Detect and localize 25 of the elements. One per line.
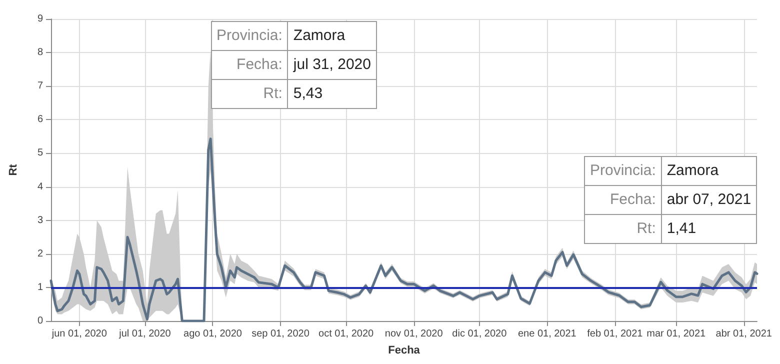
- y-tick-label: 9: [37, 14, 44, 24]
- annotation: Provincia: Zamora Fecha: abr 07, 2021 Rt: 1,41: [584, 156, 757, 244]
- x-tick-label: dic 01, 2020: [452, 328, 508, 340]
- y-tick-label: 4: [37, 181, 44, 192]
- y-tick-label: 5: [37, 148, 44, 159]
- y-tick-label: 1: [37, 282, 44, 293]
- x-tick-label: mar 01, 2021: [646, 328, 706, 340]
- x-tick-label: abr 01, 2021: [716, 328, 772, 340]
- y-tick-label: 7: [37, 80, 44, 92]
- y-axis-title: Rt: [8, 164, 20, 176]
- x-tick-label: jun 01, 2020: [50, 328, 108, 340]
- x-tick-label: ago 01, 2020: [184, 328, 242, 340]
- y-tick-label: 3: [37, 214, 44, 226]
- x-axis-title: Fecha: [388, 344, 421, 356]
- x-tick-label: nov 01, 2020: [384, 328, 444, 340]
- x-tick-label: oct 01, 2020: [318, 328, 374, 340]
- annotation: Provincia: Zamora Fecha: jul 31, 2020 Rt: 5,43: [211, 21, 376, 108]
- x-tick-label: feb 01, 2021: [587, 328, 644, 340]
- x-tick-label: ene 01, 2021: [518, 328, 577, 340]
- y-tick-label: 2: [37, 248, 44, 260]
- x-tick-label: sep 01, 2020: [252, 328, 310, 340]
- x-tick-label: jul 01, 2020: [118, 328, 172, 340]
- y-tick-label: 0: [37, 316, 44, 326]
- y-tick-label: 6: [37, 114, 44, 126]
- y-tick-label: 8: [37, 47, 44, 58]
